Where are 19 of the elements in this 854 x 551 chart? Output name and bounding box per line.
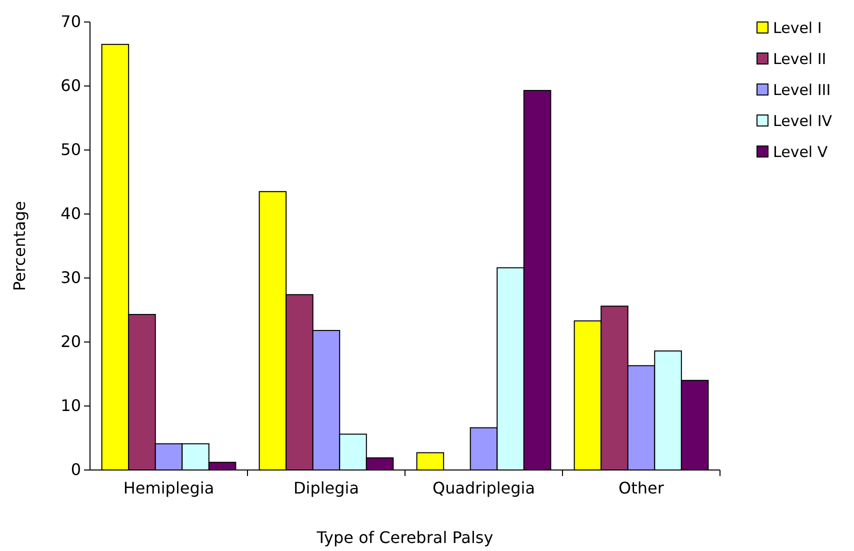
legend-label: Level I: [773, 19, 822, 37]
x-tick-label: Diplegia: [293, 478, 360, 498]
x-axis-title: Type of Cerebral Palsy: [316, 528, 494, 547]
y-tick-label: 60: [60, 76, 81, 96]
x-tick-label: Other: [618, 478, 664, 498]
legend-label: Level II: [773, 50, 826, 68]
legend-label: Level V: [773, 143, 828, 161]
x-tick-label: Hemiplegia: [123, 478, 214, 498]
x-tick-label: Quadriplegia: [432, 478, 536, 498]
y-tick-label: 30: [60, 268, 81, 288]
y-tick-label: 50: [60, 140, 81, 160]
y-tick-label: 10: [60, 396, 81, 416]
legend-label: Level III: [773, 81, 831, 99]
y-axis-title: Percentage: [10, 200, 29, 292]
y-tick-label: 70: [60, 12, 81, 32]
legend-label: Level IV: [773, 112, 833, 130]
y-tick-label: 20: [60, 332, 81, 352]
y-tick-label: 40: [60, 204, 81, 224]
y-tick-label: 0: [70, 460, 81, 480]
